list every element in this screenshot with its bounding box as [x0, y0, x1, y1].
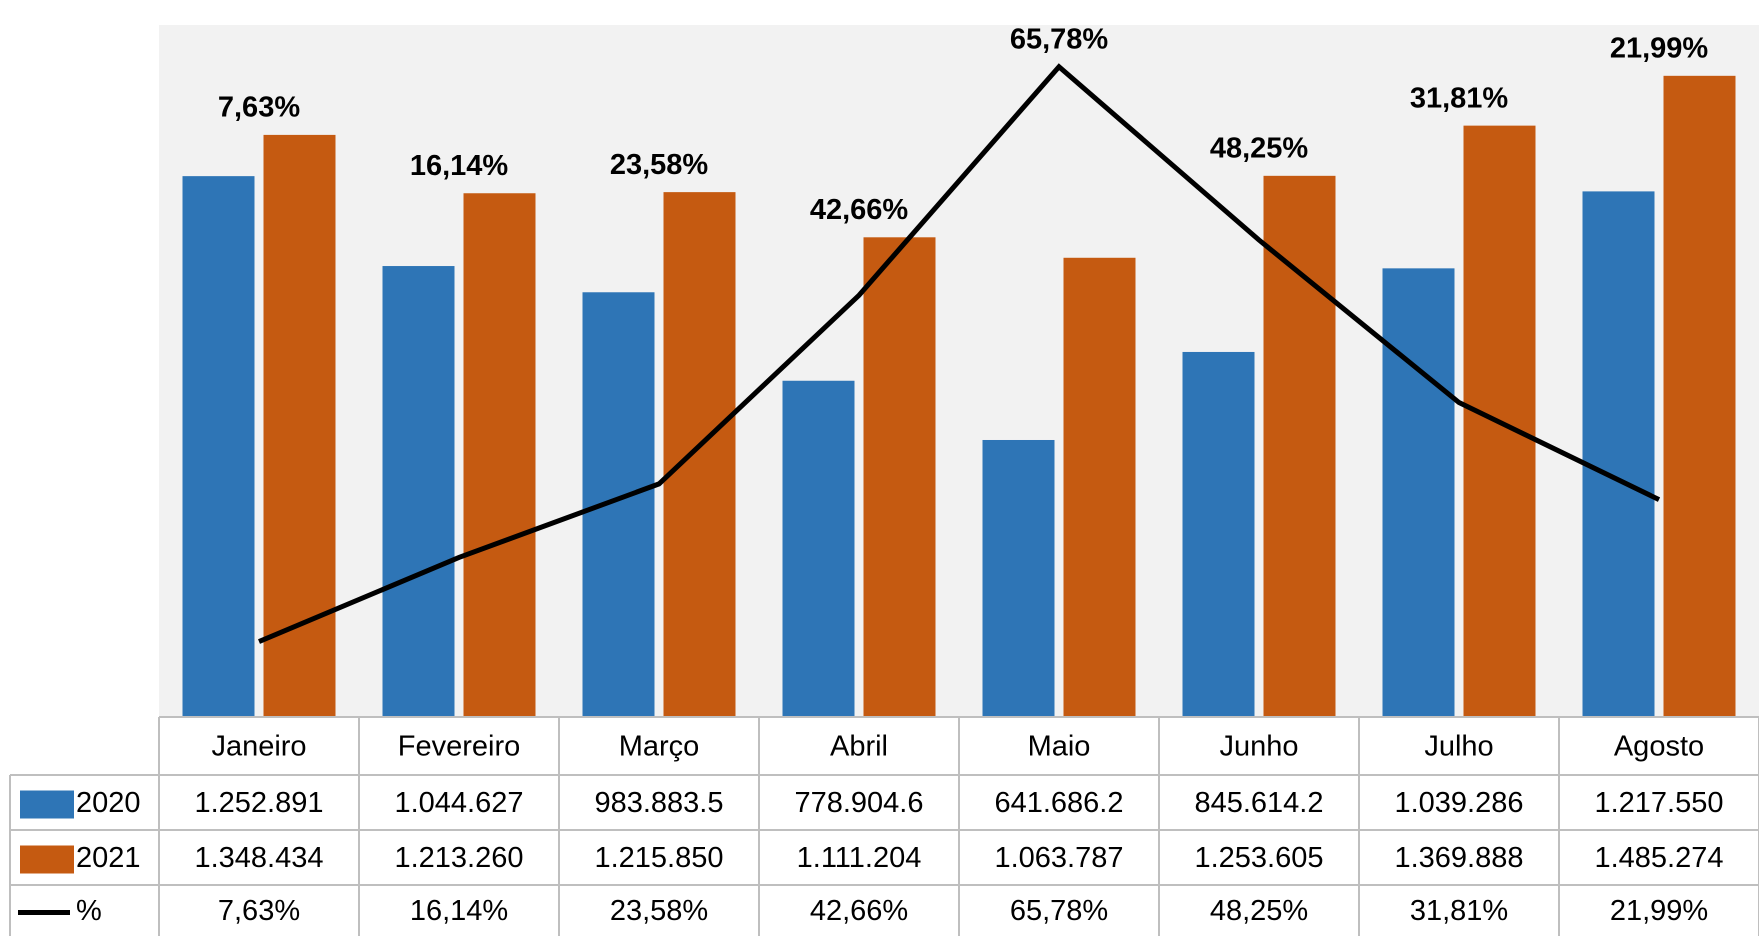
line: [258, 63, 1661, 644]
bar: [1182, 351, 1255, 717]
table-cell: 1.044.627: [394, 787, 523, 819]
bar: [782, 380, 855, 717]
data-label: 31,81%: [1410, 82, 1509, 114]
x-tick-label: Junho: [1219, 731, 1298, 763]
table-cell: 1.253.605: [1194, 842, 1323, 874]
bar: [982, 439, 1055, 717]
bar: [263, 134, 336, 717]
x-tick-label: Julho: [1424, 731, 1493, 763]
x-tick-label: Maio: [1028, 731, 1091, 763]
legend-key: [20, 790, 74, 819]
legend-label: 2021: [76, 842, 141, 874]
bar: [863, 237, 936, 717]
table-cell: 42,66%: [810, 895, 908, 927]
table-cell: 7,63%: [218, 895, 300, 927]
table-cell: 1.252.891: [194, 787, 323, 819]
x-tick-label: Abril: [830, 731, 888, 763]
legend-key: [20, 845, 74, 874]
table-cell: 16,14%: [410, 895, 508, 927]
bar: [1382, 268, 1455, 717]
table-cell: 1.111.204: [797, 842, 922, 874]
bar: [1582, 191, 1655, 717]
x-tick-label: Agosto: [1614, 731, 1704, 763]
table-cell: 23,58%: [610, 895, 708, 927]
bar: [382, 266, 455, 717]
bar: [1063, 257, 1136, 717]
bar: [182, 176, 255, 717]
data-label: 7,63%: [218, 92, 300, 124]
table-cell: 1.215.850: [594, 842, 723, 874]
x-tick-label: Fevereiro: [398, 731, 521, 763]
legend-label: %: [76, 895, 102, 927]
bar: [1263, 175, 1336, 717]
table-cell: 641.686.2: [994, 787, 1123, 819]
table-cell: 21,99%: [1610, 895, 1708, 927]
table-cell: 845.614.2: [1194, 787, 1323, 819]
x-tick-label: Março: [619, 731, 700, 763]
table-cell: 1.348.434: [194, 842, 323, 874]
table-cell: 1.039.286: [1394, 787, 1523, 819]
legend-label: 2020: [76, 787, 141, 819]
table-cell: 983.883.5: [594, 787, 723, 819]
table-cell: 778.904.6: [794, 787, 923, 819]
table-cell: 1.217.550: [1594, 787, 1723, 819]
bar: [663, 192, 736, 717]
bar: [1663, 75, 1736, 717]
data-label: 16,14%: [410, 150, 509, 182]
bar: [463, 193, 536, 718]
table-cell: 1.369.888: [1394, 842, 1523, 874]
data-label: 42,66%: [810, 194, 909, 226]
table-cell: 1.485.274: [1594, 842, 1723, 874]
table-cell: 65,78%: [1010, 895, 1108, 927]
table-cell: 48,25%: [1210, 895, 1308, 927]
table-cell: 1.213.260: [394, 842, 523, 874]
table-cell: 1.063.787: [994, 842, 1123, 874]
bar: [582, 292, 655, 717]
data-label: 23,58%: [610, 149, 709, 181]
x-tick-label: Janeiro: [211, 731, 306, 763]
table-cell: 31,81%: [1410, 895, 1508, 927]
data-label: 21,99%: [1610, 32, 1709, 64]
data-label: 65,78%: [1010, 23, 1109, 55]
data-label: 48,25%: [1210, 132, 1309, 164]
